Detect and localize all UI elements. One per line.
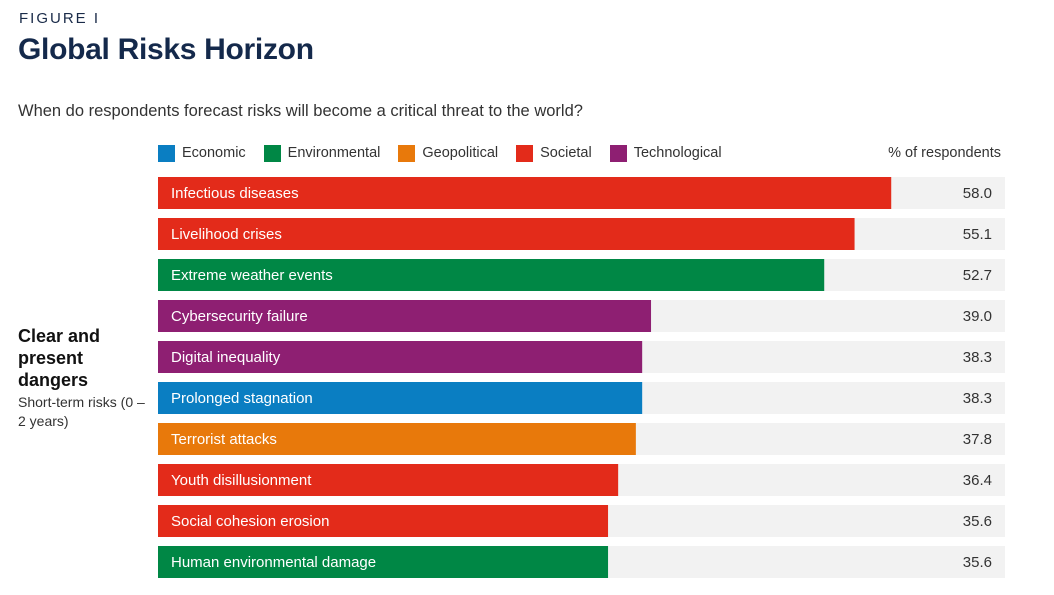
legend-swatch-societal bbox=[516, 144, 534, 162]
bar-digital-inequality bbox=[158, 341, 643, 373]
bar-human-environmental-damage bbox=[158, 546, 609, 578]
bar-value-prolonged-stagnation: 38.3 bbox=[963, 390, 992, 407]
bar-label-extreme-weather-events: Extreme weather events bbox=[171, 267, 333, 284]
bar-social-cohesion-erosion bbox=[158, 505, 609, 537]
bar-label-cybersecurity-failure: Cybersecurity failure bbox=[171, 308, 308, 325]
bar-prolonged-stagnation bbox=[158, 382, 643, 414]
bar-label-digital-inequality: Digital inequality bbox=[171, 349, 281, 366]
bar-label-human-environmental-damage: Human environmental damage bbox=[171, 554, 376, 571]
bar-label-social-cohesion-erosion: Social cohesion erosion bbox=[171, 513, 329, 530]
bar-label-terrorist-attacks: Terrorist attacks bbox=[171, 431, 277, 448]
bar-value-infectious-diseases: 58.0 bbox=[963, 185, 992, 202]
figure-label: FIGURE I bbox=[19, 10, 101, 27]
bar-value-human-environmental-damage: 35.6 bbox=[963, 554, 992, 571]
legend-item-economic: Economic bbox=[158, 144, 246, 162]
legend-label-economic: Economic bbox=[182, 145, 246, 161]
bar-infectious-diseases bbox=[158, 177, 892, 209]
bar-value-youth-disillusionment: 36.4 bbox=[963, 472, 992, 489]
risk-group-label: Clear and present dangers Short-term ris… bbox=[18, 325, 148, 431]
bar-cybersecurity-failure bbox=[158, 300, 652, 332]
bar-value-extreme-weather-events: 52.7 bbox=[963, 267, 992, 284]
risk-group-title: Clear and present dangers bbox=[18, 326, 101, 390]
legend-label-technological: Technological bbox=[633, 145, 722, 161]
chart-subtitle: When do respondents forecast risks will … bbox=[18, 102, 583, 120]
bar-value-terrorist-attacks: 37.8 bbox=[963, 431, 992, 448]
legend-label-environmental: Environmental bbox=[287, 145, 381, 161]
bar-value-cybersecurity-failure: 39.0 bbox=[963, 308, 992, 325]
legend-item-technological: Technological bbox=[609, 144, 722, 162]
chart-title: Global Risks Horizon bbox=[18, 33, 314, 66]
legend-swatch-technological bbox=[609, 144, 627, 162]
value-axis-label: % of respondents bbox=[888, 145, 1001, 161]
legend-swatch-economic bbox=[158, 144, 175, 162]
bar-value-social-cohesion-erosion: 35.6 bbox=[963, 513, 992, 530]
legend-label-geopolitical: Geopolitical bbox=[422, 145, 499, 161]
bar-value-digital-inequality: 38.3 bbox=[963, 349, 992, 366]
bar-livelihood-crises bbox=[158, 218, 855, 250]
bar-label-prolonged-stagnation: Prolonged stagnation bbox=[171, 390, 313, 407]
legend-item-societal: Societal bbox=[516, 144, 592, 162]
legend: Economic Environmental Geopolitical Soci… bbox=[158, 144, 740, 162]
bar-extreme-weather-events bbox=[158, 259, 825, 291]
legend-label-societal: Societal bbox=[540, 145, 592, 161]
legend-swatch-environmental bbox=[263, 144, 281, 162]
risk-group-subtitle: Short-term risks (0 – 2 years) bbox=[18, 394, 145, 429]
bar-label-youth-disillusionment: Youth disillusionment bbox=[171, 472, 312, 489]
legend-item-environmental: Environmental bbox=[263, 144, 381, 162]
bar-label-infectious-diseases: Infectious diseases bbox=[171, 185, 299, 202]
bar-terrorist-attacks bbox=[158, 423, 636, 455]
bar-value-livelihood-crises: 55.1 bbox=[963, 226, 992, 243]
legend-item-geopolitical: Geopolitical bbox=[398, 144, 499, 162]
legend-swatch-geopolitical bbox=[398, 144, 416, 162]
bar-youth-disillusionment bbox=[158, 464, 619, 496]
bar-label-livelihood-crises: Livelihood crises bbox=[171, 226, 282, 243]
